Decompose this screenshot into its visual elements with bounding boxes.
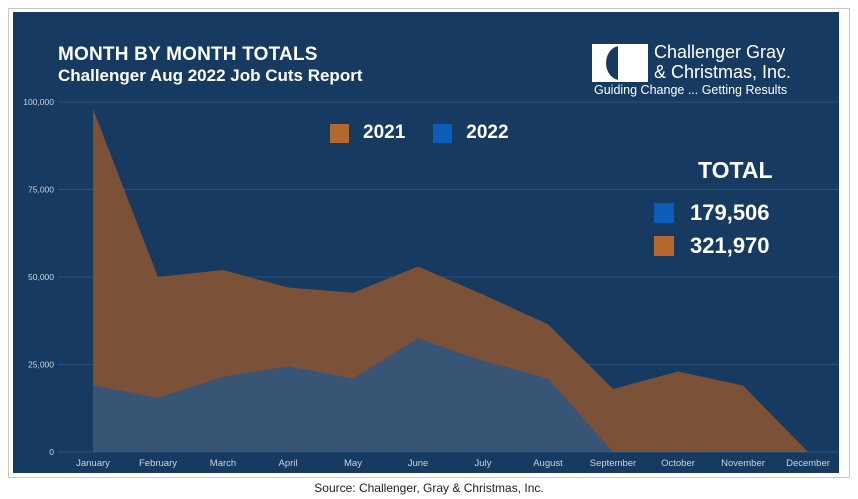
y-tick-label: 75,000: [28, 185, 54, 195]
x-tick-label: February: [139, 458, 177, 469]
x-tick-label: November: [721, 458, 765, 469]
logo-line-2: & Christmas, Inc.: [654, 62, 792, 82]
chart-legend: 2021 2022: [330, 122, 537, 144]
x-tick-label: September: [590, 458, 636, 469]
legend-label-2021: 2021: [363, 122, 406, 143]
x-tick-label: August: [533, 458, 563, 469]
area-series-2021: [93, 109, 808, 452]
x-tick-label: June: [408, 458, 429, 469]
x-tick-label: March: [210, 458, 236, 469]
y-tick-label: 50,000: [28, 272, 54, 282]
total-value-2021: 321,970: [690, 233, 770, 258]
company-logo: Challenger Gray & Christmas, Inc. Guidin…: [592, 42, 812, 102]
total-row-2021: 321,970: [654, 233, 770, 259]
y-tick-label: 100,000: [23, 97, 54, 107]
total-row-2022: 179,506: [654, 200, 770, 226]
x-tick-label: January: [76, 458, 110, 469]
legend-swatch-2021: [330, 123, 349, 143]
legend-item-2022: 2022: [433, 122, 509, 144]
chart-subtitle: Challenger Aug 2022 Job Cuts Report: [58, 66, 363, 85]
x-tick-label: October: [661, 458, 695, 469]
legend-item-2021: 2021: [330, 122, 405, 144]
total-swatch-2021: [654, 236, 674, 256]
logo-mark-icon: [592, 44, 648, 82]
area-series-2022: [93, 338, 613, 452]
logo-tagline: Guiding Change ... Getting Results: [594, 83, 788, 97]
total-swatch-2022: [654, 203, 674, 223]
chart-title: MONTH BY MONTH TOTALS: [58, 44, 318, 65]
y-tick-label: 25,000: [28, 360, 54, 370]
total-value-2022: 179,506: [690, 200, 770, 225]
source-note: Source: Challenger, Gray & Christmas, In…: [314, 481, 544, 495]
y-tick-label: 0: [49, 447, 54, 457]
x-tick-label: July: [475, 458, 492, 469]
x-tick-label: April: [278, 458, 297, 469]
legend-swatch-2022: [433, 123, 453, 143]
total-label: TOTAL: [698, 157, 773, 183]
legend-label-2022: 2022: [466, 122, 509, 143]
x-tick-label: December: [786, 458, 830, 469]
logo-line-1: Challenger Gray: [654, 42, 786, 62]
x-tick-label: May: [344, 458, 362, 469]
